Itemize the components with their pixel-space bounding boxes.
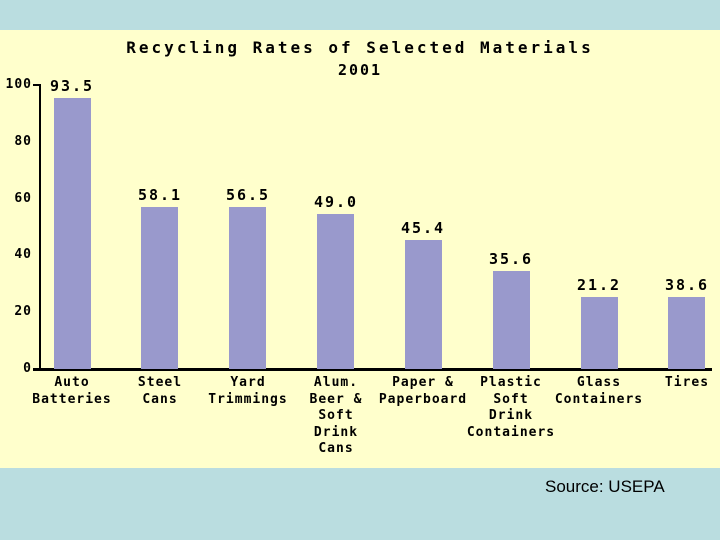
x-axis-category-label-line: Tires [664, 375, 710, 390]
x-axis-category-label-line: Soft [493, 391, 529, 407]
x-axis-category-label: Yard Trimmings [190, 375, 306, 408]
chart-subtitle: 2001 [337, 61, 383, 79]
x-axis-category-label: Paper & Paperboard [365, 375, 481, 408]
bar-value-label: 93.5 [49, 77, 95, 95]
x-axis-category-label-line: Batteries [32, 391, 112, 407]
chart-title: Recycling Rates of Selected Materials [126, 38, 594, 57]
y-axis-tick-label: 60 [14, 190, 32, 206]
x-axis-category-label: Glass Containers [541, 375, 657, 408]
x-axis-category-label: Tires [629, 375, 720, 392]
x-axis-category-label-line: Cans [318, 441, 354, 456]
bar-value-label: 21.2 [576, 276, 622, 294]
x-axis-category-label: Alum. Beer & Soft Drink Cans [278, 375, 394, 458]
bar-glass-containers [581, 297, 618, 369]
y-axis-line [39, 84, 41, 371]
bar-plastic-soft-drink-containers [493, 271, 530, 369]
x-axis-category-label-line: Containers [554, 391, 644, 407]
bar-value-label: 45.4 [400, 219, 446, 237]
x-axis-category-label-line: Glass [576, 375, 622, 390]
bar-alum-beer-soft-drink-cans [317, 214, 354, 369]
y-axis-tick-label: 40 [14, 247, 32, 263]
bar-value-label: 35.6 [488, 250, 534, 268]
bar-tires [668, 297, 705, 369]
x-axis-category-label-line: Alum. [313, 375, 359, 390]
bar-value-label: 58.1 [137, 186, 183, 204]
bar-paper-paperboard [405, 240, 442, 369]
bottom-band [0, 468, 720, 540]
y-axis-tick-label: 0 [23, 361, 32, 376]
x-axis-category-label-line: Containers [466, 424, 556, 440]
x-axis-category-label-line: Trimmings [208, 391, 288, 407]
x-axis-category-label-line: Cans [142, 391, 178, 407]
x-axis-category-label-line: Auto [54, 375, 90, 390]
y-axis-tick-label: 100 [5, 77, 32, 92]
bar-auto-batteries [54, 98, 91, 369]
y-axis-tick-label: 20 [14, 304, 32, 320]
bar-value-label: 38.6 [664, 276, 710, 294]
x-axis-category-label-line: Steel [137, 375, 183, 390]
x-axis-category-label: Steel Cans [102, 375, 218, 408]
x-axis-category-label-line: Paperboard [378, 391, 468, 407]
top-band [0, 0, 720, 30]
x-axis-category-label-line: Paper & [392, 375, 454, 390]
x-axis-category-label: Auto Batteries [14, 375, 130, 408]
bar-value-label: 49.0 [313, 193, 359, 211]
x-axis-category-label-line: Yard [230, 375, 266, 390]
x-axis-category-label-line: Drink [313, 424, 359, 440]
source-note: Source: USEPA [545, 477, 665, 496]
x-axis-category-label-line: Soft [318, 408, 354, 423]
x-axis-line [33, 368, 712, 371]
bar-yard-trimmings [229, 207, 266, 369]
y-axis-tick-label: 80 [14, 133, 32, 149]
y-axis-tick-mark [33, 84, 40, 86]
x-axis-category-label-line: Drink [488, 408, 534, 423]
x-axis-category-label-line: Beer & [309, 391, 363, 407]
x-axis-category-label: Plastic Soft Drink Containers [453, 375, 569, 441]
bar-value-label: 56.5 [225, 186, 271, 204]
bar-steel-cans [141, 207, 178, 369]
x-axis-category-label-line: Plastic [480, 375, 542, 390]
